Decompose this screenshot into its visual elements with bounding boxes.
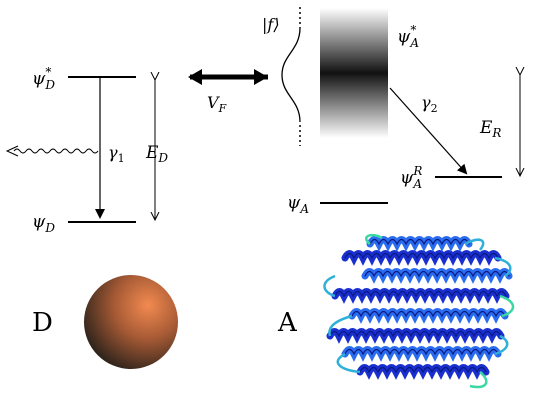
acceptor-gap-label: ER bbox=[479, 118, 501, 140]
helix bbox=[344, 252, 499, 260]
loop bbox=[336, 352, 361, 374]
acceptor-ground-label: ψA bbox=[287, 193, 309, 216]
helix bbox=[344, 348, 499, 356]
loop bbox=[494, 334, 509, 356]
photon-wave bbox=[13, 148, 99, 154]
donor-ground-label: ψD bbox=[32, 212, 55, 235]
donor-letter: D bbox=[32, 308, 53, 338]
loop bbox=[464, 238, 485, 251]
helix bbox=[341, 346, 502, 362]
helix bbox=[348, 308, 509, 324]
coupling-label: VF bbox=[207, 93, 227, 115]
donor-gap-label: ED bbox=[145, 143, 168, 165]
donor-sphere-icon bbox=[84, 275, 178, 369]
loop bbox=[328, 314, 353, 337]
loop bbox=[365, 233, 383, 245]
helix bbox=[369, 238, 470, 246]
helix bbox=[351, 310, 506, 318]
helix bbox=[334, 290, 507, 298]
helix bbox=[341, 250, 502, 266]
donor-excited-label: ψ* D bbox=[32, 65, 55, 92]
acceptor-letter: A bbox=[277, 308, 298, 338]
acceptor-relaxed-label: ψR A bbox=[400, 164, 422, 191]
protein-ribbon-icon bbox=[323, 233, 515, 389]
helix bbox=[364, 270, 510, 278]
photon-arrowhead bbox=[5, 145, 19, 157]
helix bbox=[329, 330, 502, 338]
loop bbox=[469, 371, 488, 389]
loop bbox=[494, 256, 512, 278]
continuum-curve bbox=[281, 27, 301, 123]
donor-decay-label: γ1 bbox=[108, 143, 125, 165]
continuum-label: |f⟩ bbox=[262, 15, 280, 34]
loop bbox=[323, 274, 336, 298]
acceptor-excited-band bbox=[320, 8, 388, 138]
acceptor-relax-label: γ2 bbox=[421, 93, 438, 115]
helix bbox=[359, 366, 487, 374]
loop bbox=[499, 294, 515, 318]
acceptor-excited-label: ψ* A bbox=[397, 23, 419, 50]
acceptor-relax-arrow bbox=[389, 87, 468, 175]
